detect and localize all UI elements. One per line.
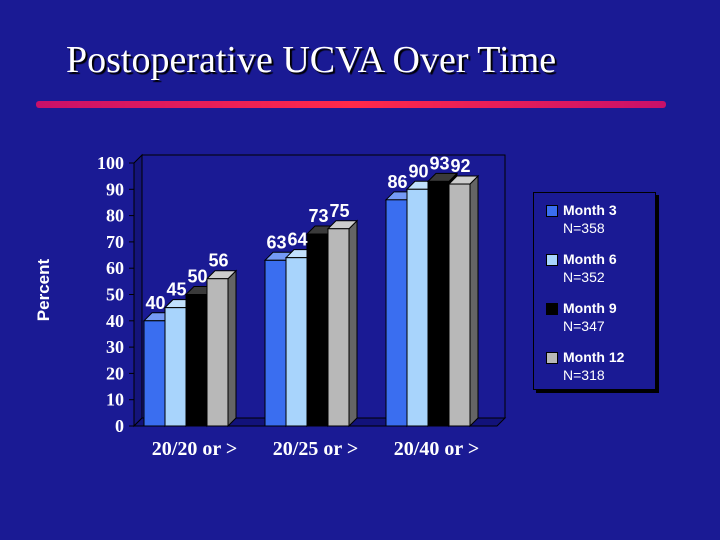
legend-swatch-month-12 xyxy=(546,352,558,364)
bar xyxy=(164,307,187,427)
x-tick-label: 20/40 or > xyxy=(394,438,479,460)
legend-n-label: N=358 xyxy=(563,220,605,236)
bar xyxy=(206,278,229,427)
data-label: 75 xyxy=(329,201,349,221)
bar-side xyxy=(348,219,358,428)
bar xyxy=(143,320,166,427)
y-tick-label: 30 xyxy=(106,337,124,357)
bar xyxy=(264,259,287,427)
y-tick-label: 70 xyxy=(106,232,124,252)
y-tick-label: 10 xyxy=(106,390,124,410)
bar xyxy=(285,257,308,427)
data-label: 56 xyxy=(208,251,228,271)
plot-side-wall xyxy=(133,153,143,428)
slide-title: Postoperative UCVA Over Time xyxy=(66,39,557,81)
legend-swatch-month-9 xyxy=(546,303,558,315)
data-label: 86 xyxy=(387,172,407,192)
legend-swatch-month-3 xyxy=(546,205,558,217)
y-tick-label: 90 xyxy=(106,179,124,199)
y-tick-label: 100 xyxy=(97,153,124,173)
y-tick-label: 80 xyxy=(106,206,124,226)
bar-side xyxy=(227,269,237,428)
data-label: 40 xyxy=(145,293,165,313)
legend-label: Month 6 xyxy=(563,251,617,267)
bar-side xyxy=(469,174,479,428)
y-tick-label: 40 xyxy=(106,311,124,331)
legend-n-label: N=352 xyxy=(563,269,605,285)
legend-swatch-month-6 xyxy=(546,254,558,266)
legend-label: Month 3 xyxy=(563,202,617,218)
bar-2-3 xyxy=(447,174,480,428)
bar xyxy=(185,294,208,427)
bar xyxy=(427,180,450,427)
chart-legend: Month 3 N=358 Month 6 N=352 Month 9 N=34… xyxy=(533,192,656,390)
bar xyxy=(385,199,408,427)
data-label: 50 xyxy=(187,267,207,287)
data-label: 63 xyxy=(266,232,286,252)
data-label: 64 xyxy=(287,230,307,250)
y-tick-label: 60 xyxy=(106,258,124,278)
data-label: 45 xyxy=(166,280,186,300)
bar xyxy=(306,233,329,427)
y-tick-label: 50 xyxy=(106,285,124,305)
data-label: 93 xyxy=(429,153,449,173)
bar xyxy=(448,183,471,427)
title-underline xyxy=(36,101,666,108)
data-label: 73 xyxy=(308,206,328,226)
data-label: 92 xyxy=(450,156,470,176)
data-label: 90 xyxy=(408,161,428,181)
bar xyxy=(406,188,429,427)
bar xyxy=(327,228,350,427)
y-tick-label: 0 xyxy=(115,416,124,436)
legend-label: Month 12 xyxy=(563,349,625,365)
x-tick-label: 20/20 or > xyxy=(152,438,237,460)
legend-label: Month 9 xyxy=(563,300,617,316)
legend-n-label: N=347 xyxy=(563,318,605,334)
x-tick-label: 20/25 or > xyxy=(273,438,358,460)
bar-1-3 xyxy=(326,219,359,428)
y-tick-label: 20 xyxy=(106,363,124,383)
y-axis-label: Percent xyxy=(34,258,53,322)
bar-0-3 xyxy=(205,269,238,428)
legend-n-label: N=318 xyxy=(563,367,605,383)
